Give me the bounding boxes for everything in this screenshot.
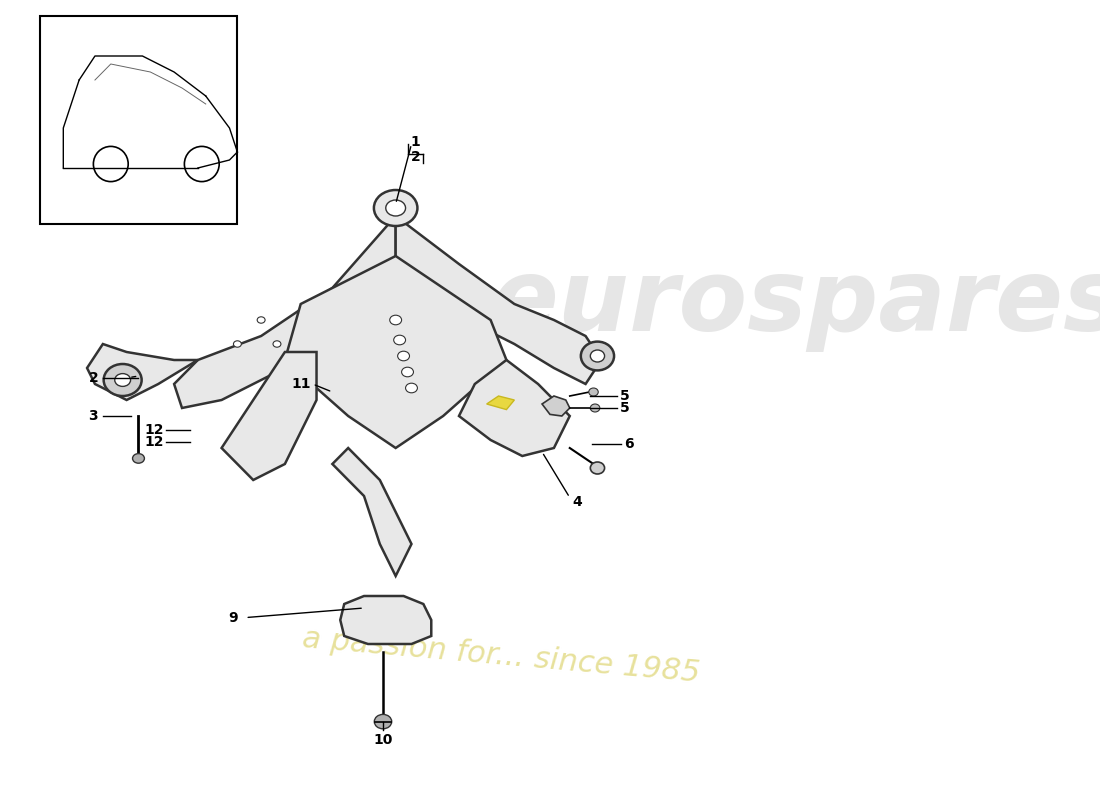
Ellipse shape <box>273 341 280 347</box>
Ellipse shape <box>397 351 409 361</box>
Polygon shape <box>486 396 515 410</box>
Polygon shape <box>340 596 431 644</box>
Text: 4: 4 <box>573 495 583 510</box>
Ellipse shape <box>402 367 414 377</box>
Text: 2: 2 <box>410 150 420 164</box>
Polygon shape <box>221 352 317 480</box>
Ellipse shape <box>591 404 600 412</box>
Text: 5: 5 <box>620 401 630 415</box>
Ellipse shape <box>588 388 598 396</box>
Ellipse shape <box>581 342 614 370</box>
Text: eurospares: eurospares <box>491 255 1100 353</box>
Text: 10: 10 <box>373 733 393 747</box>
Ellipse shape <box>591 462 605 474</box>
Text: 5: 5 <box>620 389 630 403</box>
Text: 6: 6 <box>625 437 634 451</box>
Polygon shape <box>174 216 396 408</box>
Ellipse shape <box>132 454 144 463</box>
FancyBboxPatch shape <box>40 16 238 224</box>
Text: a passion for... since 1985: a passion for... since 1985 <box>300 624 701 688</box>
Ellipse shape <box>374 714 392 729</box>
Text: 3: 3 <box>89 409 98 423</box>
Polygon shape <box>396 216 602 384</box>
Ellipse shape <box>114 374 131 386</box>
Ellipse shape <box>374 190 417 226</box>
Ellipse shape <box>406 383 417 393</box>
Polygon shape <box>285 256 506 448</box>
Text: 11: 11 <box>292 377 310 391</box>
Ellipse shape <box>103 364 142 396</box>
Text: 2: 2 <box>88 370 98 385</box>
Ellipse shape <box>386 200 406 216</box>
Polygon shape <box>332 448 411 576</box>
Ellipse shape <box>394 335 406 345</box>
Polygon shape <box>459 360 570 456</box>
Polygon shape <box>87 344 198 400</box>
Text: 9: 9 <box>229 610 239 625</box>
Ellipse shape <box>591 350 605 362</box>
Ellipse shape <box>233 341 241 347</box>
Text: 12: 12 <box>144 435 164 450</box>
Ellipse shape <box>257 317 265 323</box>
Text: 1: 1 <box>410 135 420 150</box>
Text: 12: 12 <box>144 423 164 438</box>
Polygon shape <box>542 396 570 416</box>
Ellipse shape <box>389 315 402 325</box>
